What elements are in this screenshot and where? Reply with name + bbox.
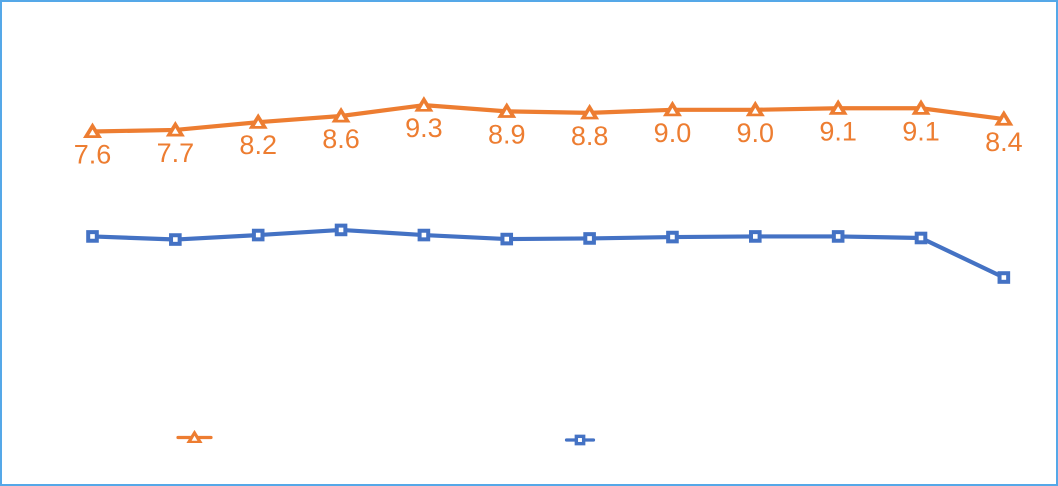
data-label: 7.6: [74, 140, 112, 170]
blue-square-series-marker-inner: [918, 235, 924, 241]
blue-square-series-marker-inner: [255, 232, 261, 238]
blue-square-series-marker-inner: [504, 236, 510, 242]
blue-square-series-marker-inner: [421, 232, 427, 238]
blue-square-series-marker-inner: [753, 234, 758, 239]
orange-triangle-series-marker-inner: [420, 103, 428, 109]
orange-triangle-series-marker-inner: [751, 107, 759, 114]
blue-square-series-marker-inner: [670, 234, 675, 240]
blue-square-series-line: [90, 227, 1006, 280]
orange-triangle-series-marker-inner: [89, 129, 96, 136]
data-label: 8.8: [571, 121, 609, 151]
orange-triangle-series-line: [90, 103, 1006, 134]
orange-triangle-series-marker-inner: [917, 106, 925, 113]
orange-triangle-series-marker-inner: [171, 127, 179, 134]
orange-triangle-series-marker-inner: [1000, 117, 1008, 123]
data-label: 8.4: [985, 127, 1023, 157]
blue-square-series-marker-inner: [338, 227, 344, 233]
blue-square-series-marker-inner: [1001, 275, 1007, 280]
data-label: 9.0: [737, 118, 775, 148]
data-label: 8.2: [239, 130, 277, 160]
data-label: 8.9: [488, 119, 526, 149]
orange-triangle-series-marker-inner: [586, 110, 593, 117]
data-label: 8.6: [322, 124, 360, 154]
data-label: 7.7: [157, 138, 195, 168]
blue-square-series-marker-inner: [587, 236, 592, 241]
data-label: 9.0: [654, 118, 692, 148]
legend-square-marker-inner: [578, 438, 582, 442]
blue-square-series-marker-inner: [173, 237, 178, 242]
orange-triangle-series-marker-inner: [669, 107, 676, 114]
blue-square-series-marker-inner: [90, 234, 95, 239]
data-label: 9.1: [819, 116, 857, 146]
orange-triangle-series-marker-inner: [337, 114, 345, 120]
orange-triangle-series-marker-inner: [254, 120, 262, 126]
orange-triangle-series-marker-inner: [503, 109, 511, 116]
orange-triangle-series-marker-inner: [834, 106, 842, 113]
legend-triangle-marker-inner: [191, 435, 198, 441]
blue-square-series-marker-inner: [835, 234, 841, 239]
data-label: 9.3: [405, 113, 443, 143]
data-label: 9.1: [902, 116, 940, 146]
